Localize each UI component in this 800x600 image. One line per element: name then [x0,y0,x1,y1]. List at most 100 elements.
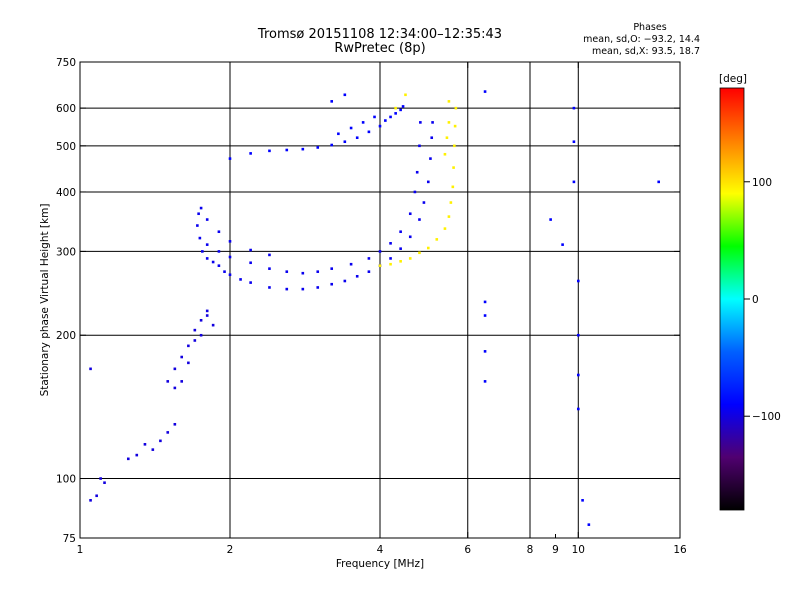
data-point-s2-23 [99,477,102,480]
data-point-s0-45 [415,170,419,174]
data-point-s4-7 [572,180,576,184]
y-tick-label-6: 600 [56,103,76,115]
data-point-s0-26 [429,157,432,160]
data-point-s0-38 [349,262,353,266]
data-point-s4-13 [587,523,591,526]
x-tick-label-6: 16 [673,544,687,556]
y-tick-label-2: 200 [56,330,76,342]
x-axis-ticks: 1 2 4 6 8 10 16 9 [77,62,687,556]
data-point-s0-16 [343,279,347,283]
data-point-s1-0 [228,157,232,160]
x-tick-label-3: 6 [464,544,471,556]
data-point-s3-14 [454,106,458,110]
data-point-s0-46 [418,144,421,148]
data-point-s2-18 [193,339,197,342]
data-point-s2-24 [103,481,106,485]
data-point-s0-31 [228,255,232,259]
data-points [89,90,660,526]
data-point-s2-4 [159,439,162,443]
data-point-s0-42 [399,230,402,234]
data-point-s4-12 [581,499,584,502]
data-point-s1-19 [373,115,376,119]
data-point-s2-12 [199,318,203,322]
grid-lines [80,62,680,538]
colorbar-label: [deg] [719,73,747,85]
data-point-s4-11 [576,407,580,411]
data-point-s0-47 [419,121,422,124]
data-point-s0-1 [196,224,199,227]
data-point-s0-18 [367,270,371,273]
data-point-s0-34 [285,270,289,273]
data-point-s0-8 [228,273,232,277]
data-point-s2-0 [126,457,130,461]
x-minor-tick-label-0: 9 [552,544,559,556]
data-point-s3-16 [404,93,407,97]
data-point-s3-3 [408,257,412,260]
data-point-s2-15 [180,380,184,383]
y-tick-label-7: 750 [56,57,76,69]
data-point-s0-44 [413,190,417,194]
data-point-s4-14 [549,218,552,221]
data-point-s0-3 [201,250,204,253]
stats-line-o: mean, sd,O: −93.2, 14.4 [583,34,700,45]
colorbar-tick-label-2: −100 [752,411,781,423]
data-point-s1-2 [268,149,271,153]
data-point-s1-10 [378,124,382,128]
data-point-s0-50 [217,230,221,234]
data-point-s0-7 [223,270,226,273]
data-point-s0-33 [268,267,271,270]
data-point-s1-9 [367,130,371,134]
data-point-s0-28 [431,121,434,124]
data-point-s4-3 [483,350,487,353]
data-point-s2-6 [173,422,177,426]
data-point-s4-9 [576,333,580,337]
data-point-s0-11 [268,286,271,289]
data-point-s3-18 [445,136,449,140]
data-point-s3-19 [447,121,451,124]
x-axis-label: Frequency [MHz] [336,558,424,570]
x-tick-label-1: 2 [227,544,234,556]
colorbar [719,87,745,511]
data-point-s4-4 [483,380,487,383]
data-point-s3-9 [449,201,453,204]
data-point-s0-35 [301,271,305,275]
data-point-s3-5 [426,246,430,250]
data-point-s2-21 [89,499,92,502]
data-point-s0-53 [268,253,271,257]
data-point-s1-14 [399,108,402,112]
colorbar-tick-label-0: 100 [752,177,772,189]
data-point-s0-40 [378,250,382,253]
data-point-s2-2 [143,443,147,446]
data-point-s3-15 [394,106,397,110]
data-point-s2-20 [205,314,209,317]
data-point-s0-0 [197,212,200,216]
data-point-s4-1 [483,314,487,317]
data-point-s0-52 [249,248,252,252]
data-point-s3-2 [399,259,402,263]
data-point-s0-41 [389,242,392,245]
y-tick-label-4: 400 [56,187,76,199]
data-point-s3-13 [453,124,457,128]
colorbar-ticks: 100 0 −100 [744,177,781,423]
data-point-s4-5 [572,106,576,110]
chart-title: Tromsø 20151108 12:34:00–12:35:43 [257,27,502,42]
data-point-s0-39 [367,257,371,260]
data-point-s0-21 [399,247,402,250]
data-point-s2-19 [199,333,203,337]
data-point-s2-17 [187,361,190,365]
data-point-s3-10 [451,185,455,189]
data-point-s1-4 [301,147,305,151]
data-point-s0-10 [249,281,252,284]
data-point-s2-13 [205,309,209,313]
data-point-s1-7 [343,140,347,144]
data-point-s2-10 [187,344,190,348]
data-point-s1-12 [389,115,392,119]
data-point-s0-2 [198,236,202,240]
data-point-s0-37 [330,267,334,270]
data-point-s1-18 [361,121,365,124]
data-point-s2-16 [173,386,177,390]
data-point-s0-27 [430,136,434,140]
data-point-s2-25 [89,367,92,371]
data-point-s3-7 [443,227,447,230]
data-point-s1-5 [316,146,320,149]
